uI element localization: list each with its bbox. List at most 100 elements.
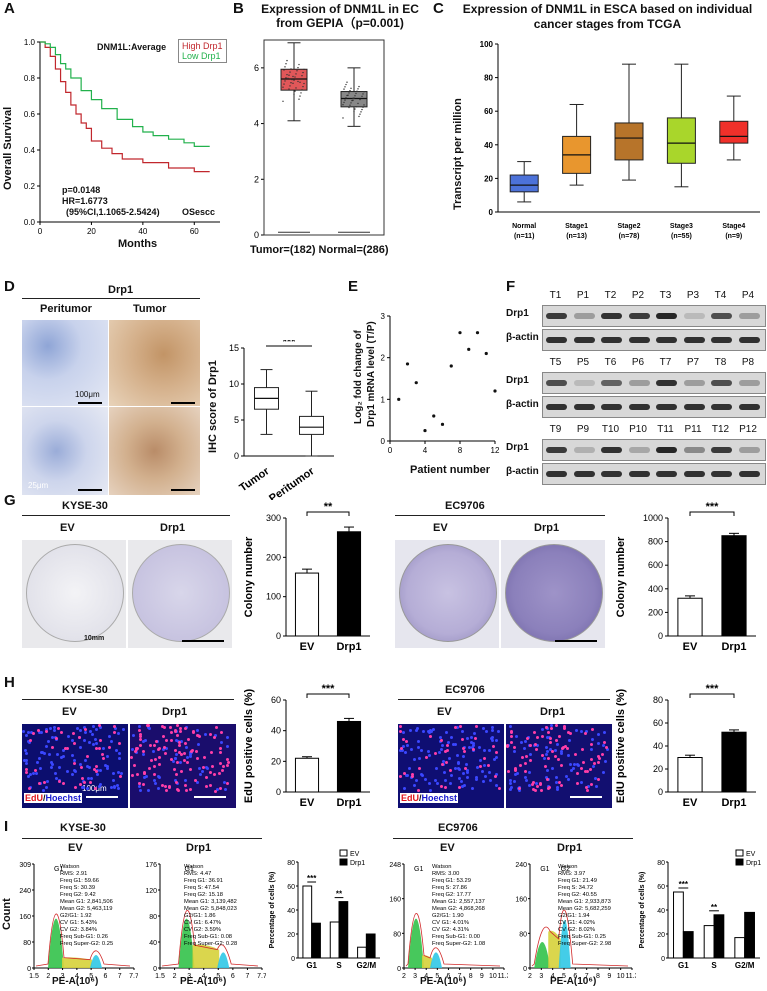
hist-g1-label: G1 bbox=[540, 866, 549, 873]
hoechst-nucleus bbox=[87, 740, 91, 744]
hist-fit-line bbox=[35, 913, 131, 967]
hist-stat-line: RMS: 4.47 bbox=[184, 871, 211, 877]
hoechst-nucleus bbox=[544, 753, 548, 757]
edu-nucleus bbox=[62, 781, 66, 785]
hoechst-nucleus bbox=[488, 771, 492, 775]
edu-nucleus bbox=[461, 737, 465, 741]
hist-ytick-label: 160 bbox=[515, 897, 527, 904]
bar-sig-bracket bbox=[689, 693, 735, 698]
hoechst-nucleus bbox=[423, 777, 427, 781]
hoechst-nucleus bbox=[143, 738, 147, 742]
gepia-point bbox=[349, 89, 351, 92]
hoechst-nucleus bbox=[522, 746, 526, 750]
panel-letter-d: D bbox=[4, 278, 15, 295]
hist-xtick-label: 11.3 bbox=[497, 973, 508, 980]
ccbar-cat-label: G1 bbox=[306, 961, 317, 970]
hist-ytick-label: 80 bbox=[23, 940, 31, 947]
hoechst-nucleus bbox=[437, 750, 441, 754]
edu-stain-label-right: EdU/Hoechst bbox=[400, 793, 459, 803]
hoechst-nucleus bbox=[28, 741, 32, 745]
edu-nucleus bbox=[474, 724, 478, 728]
gepia-point bbox=[343, 88, 345, 90]
hist-xtick-label: 1.5 bbox=[155, 973, 165, 980]
scatter-point bbox=[458, 331, 462, 335]
gepia-point bbox=[283, 83, 285, 85]
hist-stat-line: Freq Sub-G1: 0.08 bbox=[184, 934, 232, 940]
hoechst-nucleus bbox=[413, 783, 417, 787]
colony-dish-drp1-box bbox=[128, 540, 232, 648]
edu-nucleus bbox=[553, 755, 557, 759]
edu-left-cell: KYSE-30 bbox=[62, 684, 108, 696]
hoechst-nucleus bbox=[53, 729, 57, 733]
ccbar-ytick-label: 0 bbox=[661, 956, 665, 963]
edu-image-ec-drp1 bbox=[506, 724, 612, 808]
hist-stat-line: Mean G2: 5,848,023 bbox=[184, 906, 237, 912]
edu-nucleus bbox=[449, 769, 453, 773]
bar-ytick-label: 0 bbox=[658, 631, 663, 641]
edu-nucleus bbox=[541, 735, 545, 739]
western-row-label: Drp1 bbox=[506, 308, 529, 319]
edu-nucleus bbox=[559, 784, 563, 788]
hoechst-nucleus bbox=[517, 789, 521, 793]
tcga-cat-label: Stage2 bbox=[618, 223, 641, 230]
hoechst-nucleus bbox=[516, 771, 520, 775]
edu-nucleus bbox=[79, 783, 83, 787]
edu-nucleus bbox=[99, 738, 103, 742]
hoechst-nucleus bbox=[467, 746, 471, 750]
hoechst-nucleus bbox=[48, 753, 52, 757]
bar-ytick-label: 0 bbox=[658, 787, 663, 797]
gepia-point bbox=[291, 78, 293, 81]
edu-nucleus bbox=[562, 746, 566, 750]
ccbar-Drp1-G2/M bbox=[365, 933, 376, 959]
western-band bbox=[683, 337, 705, 343]
edu-nucleus bbox=[598, 757, 602, 761]
ccbar-ytick-label: 60 bbox=[657, 884, 665, 891]
western-band bbox=[711, 380, 732, 386]
hoechst-nucleus bbox=[589, 748, 593, 752]
tcga-ylabel: Transcript per million bbox=[452, 98, 464, 210]
ccbar-cat-label: G2/M bbox=[735, 961, 755, 970]
bar-EV bbox=[677, 757, 703, 793]
ccbar-ytick-label: 20 bbox=[287, 932, 295, 939]
gepia-point bbox=[303, 68, 305, 71]
hist-stat-line: G2/G1: 1.90 bbox=[432, 913, 464, 919]
edu-nucleus bbox=[562, 727, 566, 731]
edu-nucleus bbox=[97, 724, 101, 728]
ihc-col-peritumor: Peritumor bbox=[40, 303, 92, 315]
hoechst-nucleus bbox=[41, 789, 45, 793]
edu-nucleus bbox=[597, 760, 601, 764]
edu-nucleus bbox=[138, 733, 142, 737]
edu-nucleus bbox=[185, 761, 189, 765]
edu-nucleus bbox=[215, 725, 219, 729]
western-lane-label: T3 bbox=[659, 290, 672, 301]
colony-dish-drp1-right-box bbox=[501, 540, 605, 648]
hoechst-nucleus bbox=[528, 752, 532, 756]
scatter-ytick-label: 1 bbox=[381, 395, 386, 404]
hist-ytick-label: 40 bbox=[149, 940, 157, 947]
hoechst-nucleus bbox=[466, 776, 470, 780]
hoechst-nucleus bbox=[121, 727, 125, 731]
hoechst-nucleus bbox=[461, 755, 465, 759]
hist-xtick-label: 6 bbox=[446, 973, 450, 980]
hoechst-nucleus bbox=[152, 778, 156, 782]
edu-nucleus bbox=[143, 770, 147, 774]
edu-nucleus bbox=[33, 769, 37, 773]
hoechst-nucleus bbox=[27, 731, 31, 735]
edu-nucleus bbox=[163, 746, 167, 750]
hist-g1-peak bbox=[178, 918, 195, 968]
bar-ytick-label: 20 bbox=[271, 756, 281, 766]
edu-scale: 100μm bbox=[82, 784, 107, 793]
hoechst-nucleus bbox=[401, 744, 405, 748]
hoechst-nucleus bbox=[215, 787, 219, 791]
edu-nucleus bbox=[74, 785, 78, 789]
western-lane-label: P11 bbox=[684, 424, 702, 435]
hist-xtick-label: 8 bbox=[596, 973, 600, 980]
western-band bbox=[656, 404, 677, 410]
hoechst-nucleus bbox=[32, 772, 36, 776]
hoechst-nucleus bbox=[593, 777, 597, 781]
western-lane-label: T10 bbox=[601, 424, 620, 435]
hoechst-nucleus bbox=[601, 744, 605, 748]
ccbar-ytick-label: 40 bbox=[287, 908, 295, 915]
western-band bbox=[546, 337, 567, 343]
